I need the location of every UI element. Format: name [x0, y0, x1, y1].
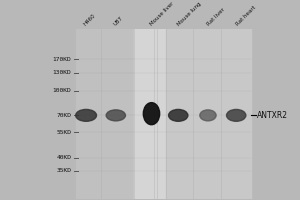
- Text: 130KD: 130KD: [52, 70, 71, 75]
- Ellipse shape: [226, 109, 246, 121]
- Bar: [134, 29, 166, 199]
- Text: U87: U87: [112, 16, 124, 27]
- Text: 70KD: 70KD: [56, 113, 71, 118]
- Text: Mouse lung: Mouse lung: [176, 1, 202, 27]
- Text: Rat heart: Rat heart: [236, 5, 257, 27]
- Text: Mouse liver: Mouse liver: [149, 1, 175, 27]
- Ellipse shape: [106, 110, 125, 121]
- Text: 100KD: 100KD: [52, 88, 71, 93]
- Text: H460: H460: [82, 13, 96, 27]
- Text: 55KD: 55KD: [56, 130, 71, 135]
- Ellipse shape: [169, 109, 188, 121]
- Ellipse shape: [200, 110, 216, 121]
- Ellipse shape: [76, 109, 97, 121]
- Text: 35KD: 35KD: [56, 168, 71, 173]
- Bar: [76, 29, 134, 199]
- Ellipse shape: [143, 103, 160, 125]
- Text: 170KD: 170KD: [52, 57, 71, 62]
- Text: ANTXR2: ANTXR2: [257, 111, 288, 120]
- Bar: [166, 29, 251, 199]
- Text: 40KD: 40KD: [56, 155, 71, 160]
- Text: Rat liver: Rat liver: [206, 7, 226, 27]
